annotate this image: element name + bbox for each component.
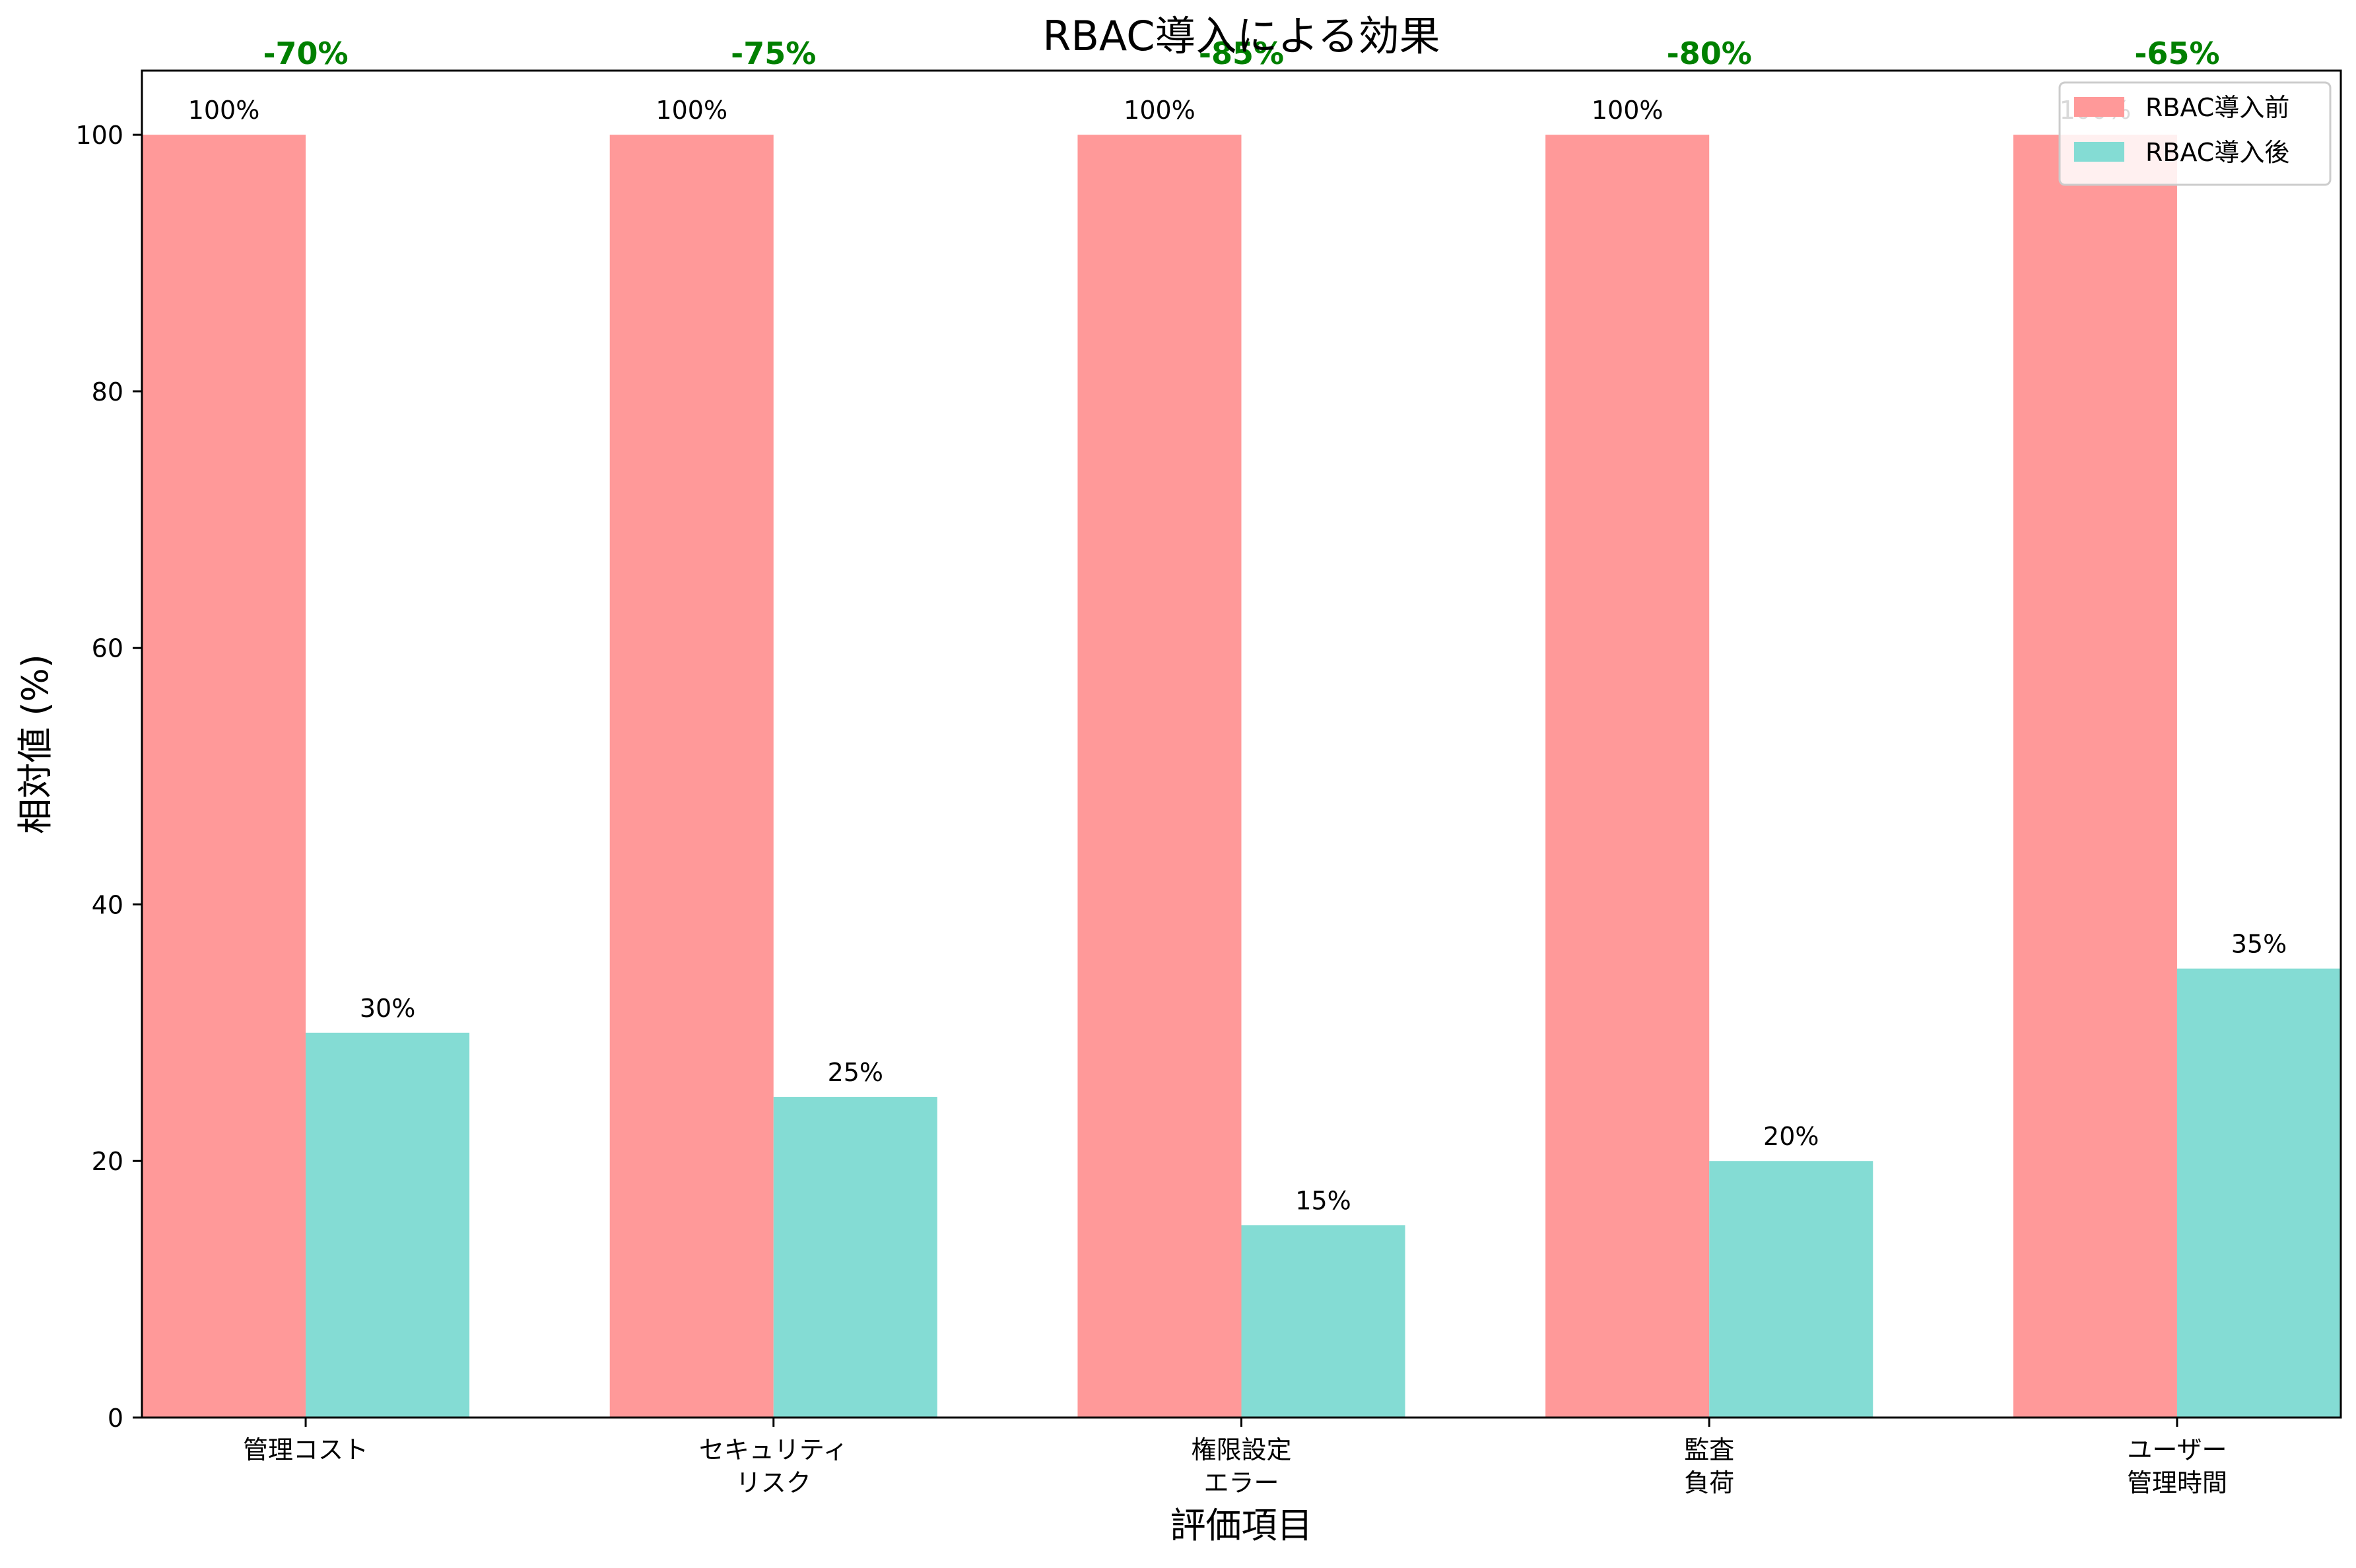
- x-tick-label-4-0: ユーザー: [2127, 1435, 2227, 1464]
- y-tick-label-5: 100: [75, 121, 123, 150]
- data-label-before-0: 100%: [188, 96, 260, 125]
- bar-before-1: [609, 135, 774, 1418]
- reduction-label-3: -80%: [1667, 36, 1752, 71]
- x-tick-label-1-0: セキュリティ: [699, 1435, 848, 1464]
- x-tick-label-3-1: 負荷: [1684, 1468, 1734, 1497]
- data-label-after-1: 25%: [828, 1058, 883, 1087]
- legend-swatch-0: [2074, 97, 2124, 117]
- legend: RBAC導入前 RBAC導入後: [2058, 81, 2332, 186]
- bar-after-1: [773, 1097, 937, 1418]
- y-axis: 0 20 40 60 80 100: [75, 121, 142, 1433]
- bar-after-3: [1709, 1161, 1873, 1418]
- data-label-before-2: 100%: [1124, 96, 1195, 125]
- bar-after-2: [1241, 1225, 1405, 1418]
- x-tick-label-2-0: 権限設定: [1191, 1435, 1291, 1464]
- reduction-label-2: -85%: [1199, 36, 1284, 71]
- reduction-label-1: -75%: [731, 36, 816, 71]
- bar-after-4: [2176, 968, 2341, 1418]
- legend-swatch-1: [2074, 142, 2124, 162]
- data-label-after-3: 20%: [1763, 1122, 1819, 1151]
- legend-label-1: RBAC導入後: [2145, 138, 2289, 167]
- chart-title: RBAC導入による効果: [1042, 12, 1440, 60]
- bars-layer: [142, 135, 2341, 1418]
- legend-label-0: RBAC導入前: [2145, 93, 2289, 122]
- reduction-labels-layer: -70% -75% -85% -80% -65%: [263, 36, 2219, 71]
- y-tick-label-0: 0: [108, 1404, 123, 1433]
- data-label-after-2: 15%: [1295, 1186, 1351, 1215]
- y-axis-title: 相対値 (%): [15, 654, 56, 834]
- x-tick-label-0-0: 管理コスト: [243, 1435, 368, 1464]
- reduction-label-4: -65%: [2134, 36, 2219, 71]
- x-axis-title: 評価項目: [1170, 1505, 1313, 1546]
- reduction-label-0: -70%: [263, 36, 348, 71]
- x-tick-label-3-0: 監査: [1684, 1435, 1734, 1464]
- data-label-after-4: 35%: [2231, 930, 2287, 959]
- bar-before-2: [1077, 135, 1242, 1418]
- y-tick-label-2: 40: [92, 890, 123, 919]
- bar-before-0: [142, 135, 306, 1418]
- data-label-before-1: 100%: [656, 96, 727, 125]
- data-label-before-3: 100%: [1592, 96, 1664, 125]
- bar-before-3: [1545, 135, 1710, 1418]
- y-tick-label-4: 80: [92, 377, 123, 407]
- legend-box: [2058, 81, 2332, 186]
- bar-after-0: [306, 1032, 470, 1418]
- y-tick-label-1: 20: [92, 1147, 123, 1176]
- x-tick-label-4-1: 管理時間: [2127, 1468, 2227, 1497]
- x-tick-label-1-1: リスク: [736, 1468, 811, 1497]
- bar-before-4: [2013, 135, 2177, 1418]
- y-tick-label-3: 60: [92, 634, 123, 663]
- x-tick-label-2-1: エラー: [1203, 1468, 1279, 1497]
- data-label-after-0: 30%: [360, 994, 415, 1023]
